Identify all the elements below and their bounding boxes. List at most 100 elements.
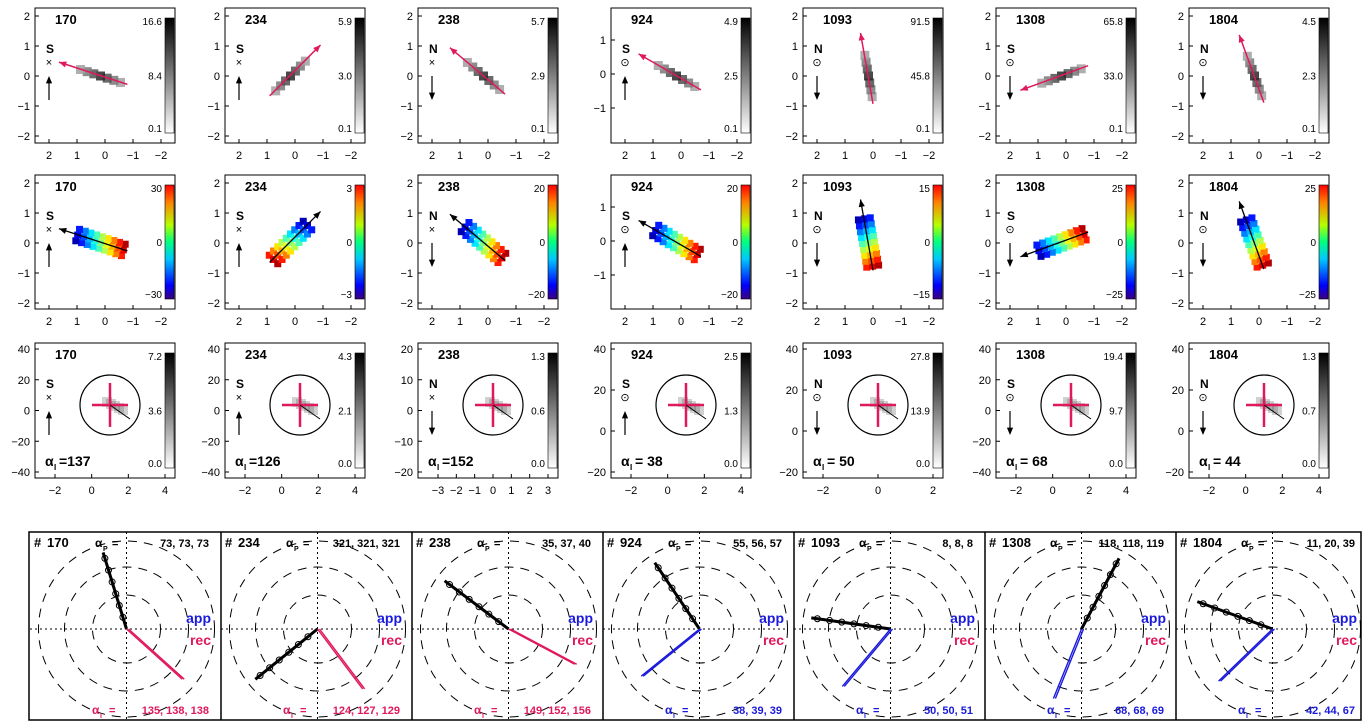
aperture-circle bbox=[1233, 374, 1295, 436]
intensity-pixel bbox=[1256, 397, 1266, 407]
colorbar-mid-label: 0 bbox=[924, 238, 930, 249]
orientation-letter: N bbox=[1200, 42, 1209, 56]
y-tick-label: −20 bbox=[201, 436, 220, 448]
velocity-pixel bbox=[474, 226, 482, 234]
x-tick-label: 0 bbox=[678, 316, 684, 328]
colorbar-min-label: 0.0 bbox=[338, 459, 352, 470]
velocity-pixel bbox=[104, 235, 112, 243]
velocity-pixel bbox=[855, 222, 863, 230]
orientation-arrow-head bbox=[235, 76, 243, 84]
object-id: 924 bbox=[631, 347, 653, 362]
orientation-letter: N bbox=[1200, 209, 1209, 223]
x-tick-label: 2 bbox=[1279, 485, 1285, 497]
orientation-mark: × bbox=[429, 392, 435, 404]
velocity-pixel bbox=[1251, 257, 1259, 265]
y-tick-label: 2 bbox=[792, 178, 798, 190]
alpha-p-symbol: α bbox=[286, 536, 294, 550]
orientation-letter: N bbox=[814, 209, 823, 223]
velocity-pixel bbox=[291, 226, 299, 234]
trajectory-marker bbox=[495, 618, 503, 626]
alpha-p-sub: P bbox=[1058, 546, 1063, 553]
x-tick-label: 1 bbox=[842, 316, 848, 328]
panel-1308-row2: 1308 S⊙ 25 0 −25 2 1 0 −1 −2 2 1 0 −1 −2 bbox=[978, 174, 1137, 328]
velocity-pixel bbox=[696, 245, 704, 253]
x-tick-label: 4 bbox=[1123, 485, 1129, 497]
orientation-mark: ⊙ bbox=[1005, 57, 1014, 69]
velocity-pixel bbox=[690, 256, 698, 264]
panel-frame bbox=[802, 342, 944, 479]
orientation-arrow-head bbox=[428, 92, 436, 100]
object-id: 1804 bbox=[1209, 347, 1239, 362]
intensity-pixel bbox=[1063, 397, 1073, 407]
intensity-pixel bbox=[497, 403, 507, 413]
inclination-line bbox=[316, 628, 364, 690]
velocity-pixel bbox=[660, 224, 668, 232]
y-tick-label: 1 bbox=[985, 208, 991, 220]
velocity-pixel bbox=[287, 247, 294, 255]
x-tick-label: −1 bbox=[895, 316, 908, 328]
orientation-arrow-head bbox=[813, 427, 821, 435]
orientation-arrow-head bbox=[1006, 427, 1014, 435]
orientation-arrow-head bbox=[45, 76, 53, 84]
x-tick-label: 0 bbox=[1063, 316, 1069, 328]
trajectory-marker bbox=[475, 603, 483, 611]
trajectory-marker bbox=[1257, 621, 1265, 629]
object-id: 234 bbox=[245, 179, 267, 194]
y-tick-label: 0 bbox=[985, 238, 991, 250]
velocity-pixel bbox=[1243, 235, 1251, 243]
y-tick-label: −2 bbox=[978, 131, 991, 143]
x-tick-label: −2 bbox=[345, 150, 358, 162]
orientation-mark: × bbox=[429, 224, 435, 236]
polar-hash: # bbox=[1180, 535, 1188, 550]
x-tick-label: −1 bbox=[127, 316, 140, 328]
colorbar-max-label: 2.5 bbox=[724, 352, 738, 363]
intensity-pixel bbox=[870, 397, 880, 407]
trajectory-marker bbox=[304, 633, 312, 641]
orientation-arrow-head bbox=[813, 92, 821, 100]
alpha-p-eq: = bbox=[1258, 538, 1264, 550]
polar-id: 924 bbox=[620, 535, 642, 550]
colorbar-max-label: 25 bbox=[1305, 184, 1317, 195]
alpha-i-value: = 44 bbox=[1213, 453, 1241, 469]
y-tick-label: −1 bbox=[17, 101, 30, 113]
velocity-pixel bbox=[117, 252, 125, 260]
axis-vector-head bbox=[858, 199, 865, 208]
y-tick-label: −1 bbox=[400, 101, 413, 113]
velocity-pixel bbox=[470, 222, 478, 230]
polar-ring bbox=[802, 540, 979, 718]
axis-vector bbox=[269, 44, 322, 97]
colorbar-max-label: 15 bbox=[919, 184, 931, 195]
velocity-pixel bbox=[291, 243, 299, 251]
alpha-p-symbol: α bbox=[668, 536, 676, 550]
colorbar-min-label: 0.0 bbox=[531, 459, 545, 470]
trajectory-marker bbox=[874, 623, 882, 631]
object-id: 1804 bbox=[1209, 12, 1239, 27]
y-tick-label: 0 bbox=[792, 426, 798, 438]
velocity-pixel bbox=[869, 232, 877, 240]
direction-line bbox=[299, 404, 321, 420]
orientation-letter: N bbox=[429, 42, 438, 56]
y-tick-label: −20 bbox=[587, 467, 606, 479]
velocity-pixel bbox=[1258, 242, 1266, 250]
velocity-pixel bbox=[110, 237, 118, 245]
panel-frame bbox=[1188, 342, 1330, 479]
axis-vector bbox=[449, 213, 506, 262]
axis-vector-head bbox=[638, 220, 647, 227]
axis-vector-head bbox=[1238, 34, 1245, 43]
y-tick-label: 0 bbox=[600, 426, 606, 438]
label-rec: rec bbox=[1336, 632, 1357, 648]
alpha-i-value: =152 bbox=[442, 453, 474, 469]
object-id: 924 bbox=[631, 179, 653, 194]
x-tick-label: −2 bbox=[1309, 150, 1322, 162]
y-tick-label: 0 bbox=[214, 238, 220, 250]
colorbar-mid-label: 33.0 bbox=[1104, 72, 1124, 83]
velocity-pixel bbox=[859, 240, 867, 248]
alpha-i-subscript: I bbox=[1015, 463, 1017, 472]
panel-170-row2: 170 S× 30 0 −30 2 1 0 −1 −2 2 1 0 −1 −2 bbox=[17, 174, 176, 328]
x-tick-label: 2 bbox=[814, 316, 820, 328]
colorbar-max-label: 3 bbox=[346, 184, 352, 195]
polar-ring bbox=[420, 540, 597, 718]
colorbar bbox=[740, 17, 751, 134]
colorbar bbox=[354, 184, 365, 300]
